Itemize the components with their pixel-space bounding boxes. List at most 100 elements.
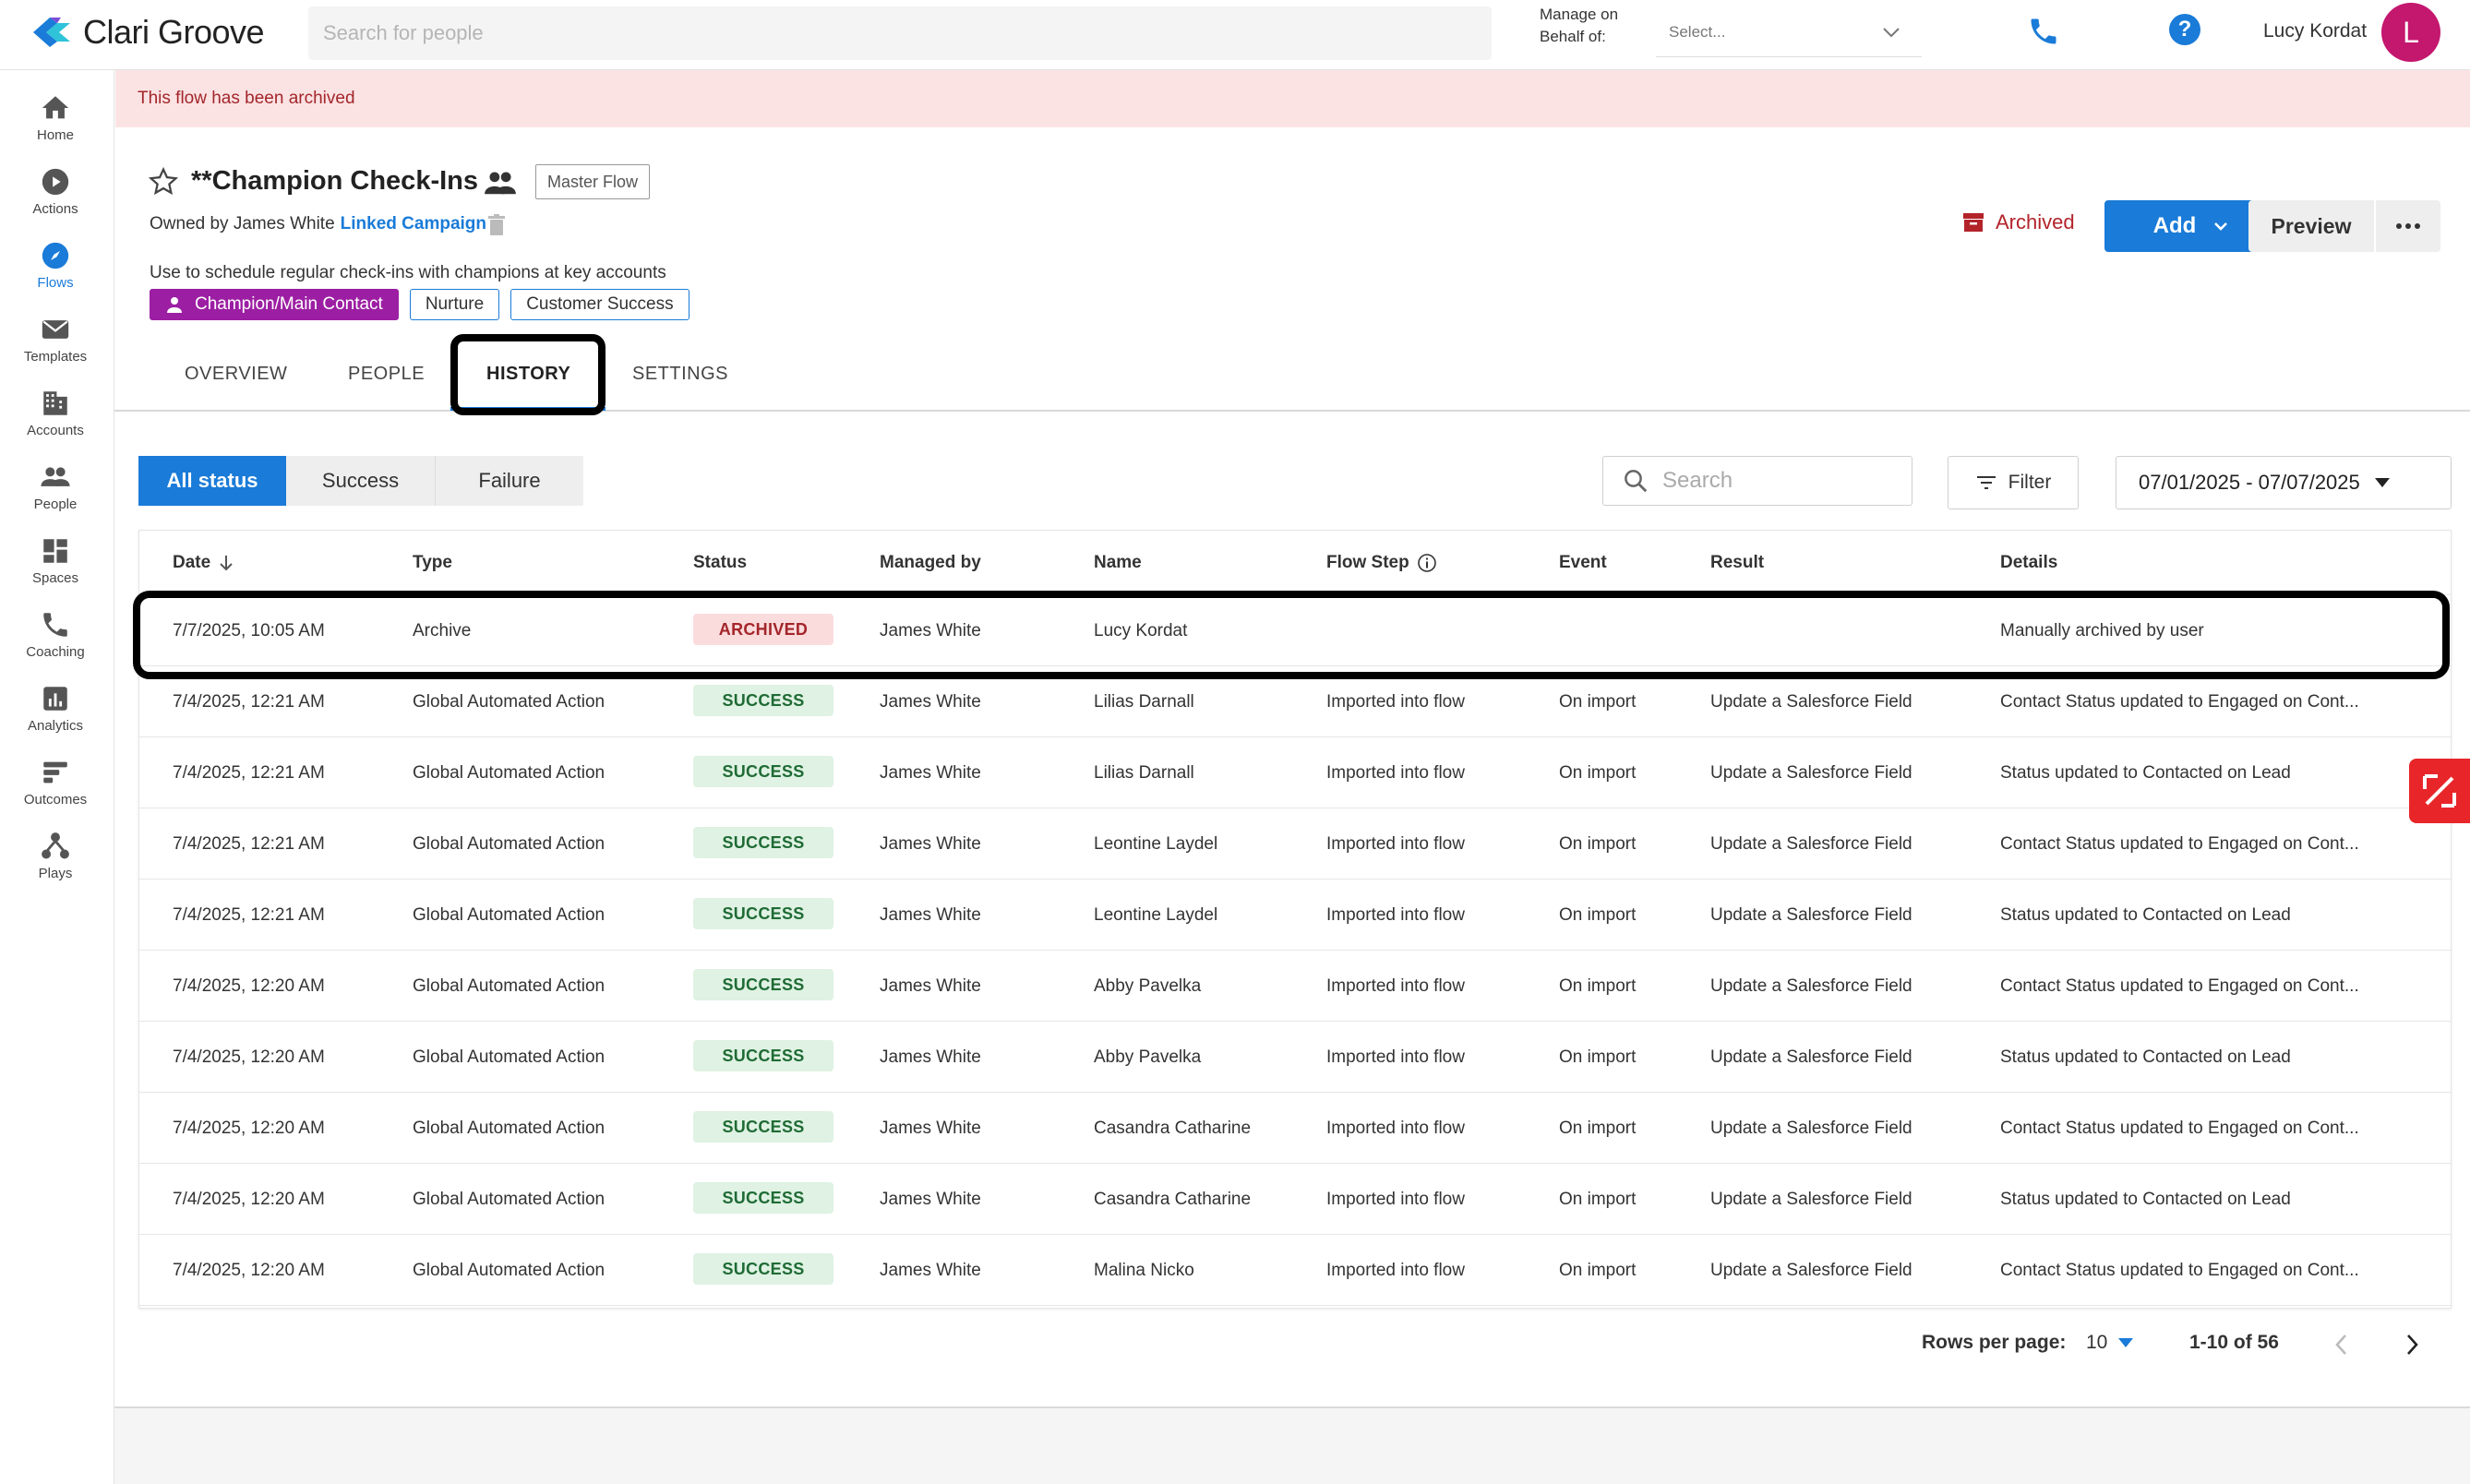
col-event: Event [1559,553,1607,572]
cell-details: Contact Status updated to Engaged on Con… [2000,976,2359,996]
table-row[interactable]: 7/4/2025, 12:20 AM Global Automated Actio… [139,1093,2451,1164]
cell-date: 7/4/2025, 12:20 AM [173,1047,325,1067]
outcomes-icon [43,761,67,784]
status-badge: SUCCESS [693,898,833,929]
cell-result: Update a Salesforce Field [1710,692,1912,712]
table-row[interactable]: 7/4/2025, 12:21 AM Global Automated Actio… [139,666,2451,737]
cell-result: Update a Salesforce Field [1710,1261,1912,1280]
date-range-picker[interactable]: 07/01/2025 - 07/07/2025 [2116,456,2452,509]
star-icon[interactable] [148,166,179,197]
cell-event: On import [1559,763,1637,783]
tag-champion[interactable]: Champion/Main Contact [150,289,399,320]
status-badge: SUCCESS [693,827,833,858]
linked-campaign-link[interactable]: Linked Campaign [340,214,486,233]
cell-type: Global Automated Action [413,976,606,996]
cell-event: On import [1559,1119,1637,1138]
cell-managed-by: James White [880,692,981,712]
avatar[interactable]: L [2381,3,2440,62]
col-date[interactable]: Date [173,553,234,573]
history-search-input[interactable]: Search [1602,456,1912,506]
caret-down-icon [2118,1338,2134,1347]
cell-managed-by: James White [880,976,981,996]
side-widget-button[interactable] [2409,759,2470,823]
cell-result: Update a Salesforce Field [1710,976,1912,996]
cell-details: Contact Status updated to Engaged on Con… [2000,1119,2359,1138]
table-row[interactable]: 7/4/2025, 12:20 AM Global Automated Actio… [139,1022,2451,1093]
tag-customer-success[interactable]: Customer Success [510,289,689,320]
play-icon [42,168,69,196]
sidebar-item-actions[interactable]: Actions [0,166,111,217]
cell-managed-by: James White [880,1047,981,1067]
table-row[interactable]: 7/4/2025, 12:20 AM Global Automated Actio… [139,1164,2451,1235]
tag-nurture[interactable]: Nurture [409,289,500,320]
cell-details: Status updated to Contacted on Lead [2000,1047,2291,1067]
preview-button[interactable]: Preview [2248,200,2374,252]
prev-page-icon[interactable] [2333,1333,2348,1357]
sidebar-item-spaces[interactable]: Spaces [0,535,111,586]
info-icon[interactable] [1417,553,1437,573]
sort-down-icon [220,556,233,571]
sidebar-item-plays[interactable]: Plays [0,831,111,881]
status-success-button[interactable]: Success [286,456,436,506]
tab-people[interactable]: PEOPLE [348,364,426,384]
sidebar-item-people[interactable]: People [0,461,111,512]
cell-event: On import [1559,834,1637,854]
phone-icon[interactable] [2027,15,2060,48]
filter-icon [1976,476,1996,489]
cell-managed-by: James White [880,905,981,925]
sidebar: Home Actions Flows Templates Accounts Pe… [0,70,114,1484]
people-search-input[interactable] [308,6,1492,60]
table-row[interactable]: 7/4/2025, 12:20 AM Global Automated Actio… [139,951,2451,1022]
cell-type: Global Automated Action [413,1047,606,1067]
cell-flow-step: Imported into flow [1326,1119,1465,1138]
sidebar-item-home[interactable]: Home [0,92,111,143]
col-managed-by: Managed by [880,553,981,572]
logo[interactable]: Clari Groove [30,13,265,52]
filter-button[interactable]: Filter [1948,456,2079,509]
sidebar-item-accounts[interactable]: Accounts [0,388,111,438]
page-title: **Champion Check-Ins [191,166,478,196]
table-header: Date Type Status Managed by Name Flow St… [139,531,2451,595]
next-page-icon[interactable] [2405,1333,2420,1357]
table-row[interactable]: 7/4/2025, 12:21 AM Global Automated Actio… [139,808,2451,880]
person-icon [167,297,182,313]
cell-name: Lilias Darnall [1094,763,1194,783]
table-row[interactable]: 7/4/2025, 12:21 AM Global Automated Actio… [139,737,2451,808]
cell-managed-by: James White [880,834,981,854]
people-icon [41,467,70,486]
behalf-select[interactable]: Select... [1656,7,1922,57]
sidebar-item-analytics[interactable]: Analytics [0,683,111,734]
cell-type: Global Automated Action [413,905,606,925]
table-row[interactable]: 7/7/2025, 10:05 AM Archive James White Lucy… [139,595,2451,666]
tab-history[interactable]: HISTORY [486,364,571,384]
more-options-button[interactable] [2376,200,2440,252]
cell-event: On import [1559,905,1637,925]
status-failure-button[interactable]: Failure [436,456,583,506]
tab-overview[interactable]: OVERVIEW [185,364,288,384]
cell-type: Global Automated Action [413,1261,606,1280]
cell-flow-step: Imported into flow [1326,834,1465,854]
status-all-button[interactable]: All status [138,456,286,506]
sidebar-item-flows[interactable]: Flows [0,240,111,291]
clari-logo-icon [33,18,70,47]
chevron-down-icon [1883,28,1900,38]
sidebar-item-templates[interactable]: Templates [0,314,111,365]
caret-down-icon [2374,478,2390,487]
help-icon[interactable]: ? [2169,14,2200,45]
chevron-down-icon [2214,222,2228,231]
page-range: 1-10 of 56 [2189,1332,2279,1353]
tab-settings[interactable]: SETTINGS [632,364,729,384]
search-icon [1625,470,1648,493]
col-name: Name [1094,553,1142,572]
rows-per-page-select[interactable]: 10 [2086,1332,2134,1354]
cell-details: Contact Status updated to Engaged on Con… [2000,834,2359,854]
table-row[interactable]: 7/4/2025, 12:21 AM Global Automated Actio… [139,880,2451,951]
cell-managed-by: James White [880,621,981,640]
trash-icon[interactable] [487,214,506,236]
user-name[interactable]: Lucy Kordat [2263,20,2368,42]
table-row[interactable]: 7/4/2025, 12:20 AM Global Automated Actio… [139,1235,2451,1306]
cell-name: Lucy Kordat [1094,621,1188,640]
cell-date: 7/4/2025, 12:20 AM [173,1261,325,1280]
sidebar-item-coaching[interactable]: Coaching [0,609,111,660]
sidebar-item-outcomes[interactable]: Outcomes [0,757,111,808]
